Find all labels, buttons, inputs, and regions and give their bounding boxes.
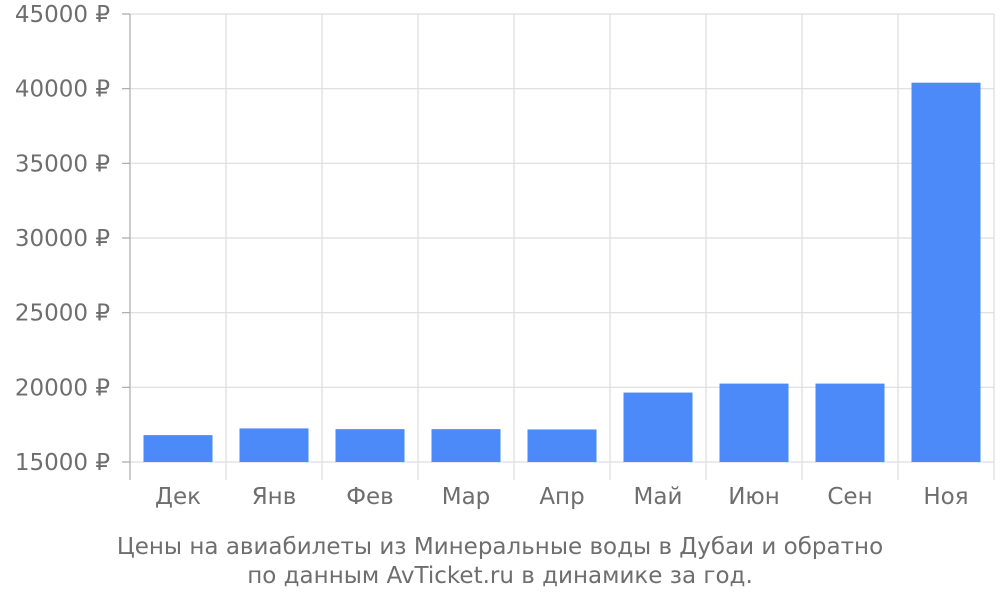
bar bbox=[815, 383, 885, 462]
x-tick-label: Сен bbox=[827, 484, 872, 510]
x-tick-label: Ноя bbox=[923, 484, 968, 510]
x-tick-label: Фев bbox=[346, 484, 394, 510]
y-tick-label: 45000 ₽ bbox=[15, 2, 110, 28]
bar bbox=[335, 429, 405, 462]
y-tick-label: 30000 ₽ bbox=[15, 226, 110, 252]
x-tick-label: Дек bbox=[155, 484, 201, 510]
bar bbox=[623, 392, 693, 462]
x-tick-label: Мар bbox=[442, 484, 491, 510]
x-tick-label: Янв bbox=[252, 484, 297, 510]
y-tick-label: 15000 ₽ bbox=[15, 450, 110, 476]
bar bbox=[143, 435, 213, 462]
labels-layer: 15000 ₽ 20000 ₽ 25000 ₽ 30000 ₽ 35000 ₽ 40000… bbox=[15, 2, 969, 510]
x-tick-label: Июн bbox=[728, 484, 780, 510]
bar bbox=[431, 429, 501, 462]
x-tick-label: Май bbox=[634, 484, 683, 510]
y-tick-label: 20000 ₽ bbox=[15, 375, 110, 401]
bar bbox=[239, 428, 309, 462]
bar bbox=[911, 82, 981, 463]
x-tick-label: Апр bbox=[539, 484, 584, 510]
chart-caption-line-2: по данным AvTicket.ru в динамике за год. bbox=[247, 563, 753, 589]
y-tick-label: 40000 ₽ bbox=[15, 77, 110, 103]
y-tick-label: 25000 ₽ bbox=[15, 301, 110, 327]
axis-layer bbox=[122, 13, 131, 480]
bar bbox=[719, 383, 789, 462]
chart-caption-line-1: Цены на авиабилеты из Минеральные воды в… bbox=[116, 534, 884, 560]
bars-layer bbox=[143, 82, 981, 463]
y-tick-label: 35000 ₽ bbox=[15, 151, 110, 177]
grid-layer bbox=[130, 13, 995, 480]
bar bbox=[527, 429, 597, 462]
